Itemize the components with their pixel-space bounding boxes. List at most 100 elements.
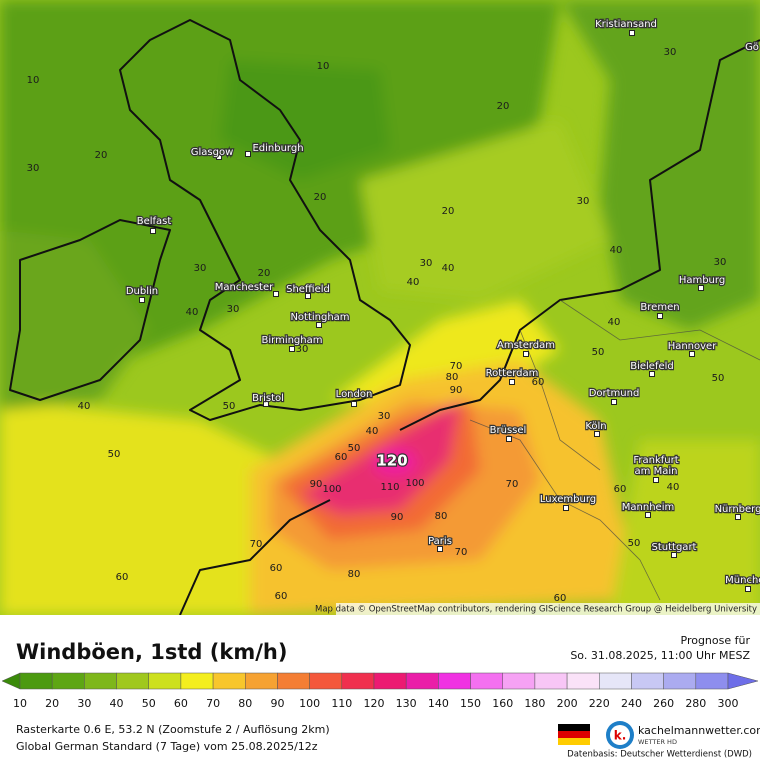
attribution: Map data © OpenStreetMap contributors, r… <box>315 605 757 615</box>
city-dot <box>689 351 695 357</box>
contour-label: 30 <box>27 163 40 174</box>
city-dot <box>305 293 311 299</box>
city-label: Edinburgh <box>252 143 303 154</box>
city-label: Frankfurt <box>633 455 678 466</box>
city-dot <box>649 371 655 377</box>
city-label: Belfast <box>137 216 172 227</box>
city-dot <box>245 151 251 157</box>
coastline <box>119 19 411 421</box>
city-label: Mannheim <box>622 502 674 513</box>
colorbar-tick-label: 30 <box>77 697 91 710</box>
colorbar-box <box>148 672 182 690</box>
colorbar-tick-label: 150 <box>460 697 481 710</box>
contour-label: 40 <box>366 426 379 437</box>
colorbar-box <box>341 672 375 690</box>
contour-label: 40 <box>186 307 199 318</box>
contour-label: 20 <box>497 101 510 112</box>
logo-letter: k. <box>614 729 627 743</box>
colorbar-box <box>438 672 471 690</box>
contour-label: 60 <box>554 593 567 604</box>
city-label: Manchester <box>215 282 274 293</box>
city-dot <box>437 546 443 552</box>
colorbar-box <box>373 672 407 690</box>
contour-label: 80 <box>435 511 448 522</box>
city-label: Birmingham <box>262 335 323 346</box>
colorbar-box <box>631 672 664 690</box>
city-dot <box>653 477 659 483</box>
city-dot <box>273 291 279 297</box>
colorbar-tick-label: 70 <box>206 697 220 710</box>
colorbar-box <box>695 672 729 690</box>
colorbar-tick-label: 100 <box>299 697 320 710</box>
colorbar-tick-label: 20 <box>45 697 59 710</box>
city-label: Brüssel <box>490 425 527 436</box>
city-label: Luxemburg <box>540 494 596 505</box>
city-dot <box>506 436 512 442</box>
city-label: Amsterdam <box>497 340 555 351</box>
contour-label: 30 <box>577 196 590 207</box>
contour-label: 70 <box>506 479 519 490</box>
city-label: Dortmund <box>589 388 640 399</box>
city-label: Bremen <box>640 302 679 313</box>
city-label: Paris <box>428 536 452 547</box>
colorbar-tick-label: 120 <box>364 697 385 710</box>
contour-label: 90 <box>391 512 404 523</box>
colorbar-tick-label: 160 <box>492 697 513 710</box>
attribution-box <box>336 603 760 615</box>
city-dot <box>216 154 222 160</box>
colorbar-box <box>566 672 600 690</box>
city-label: am Main <box>635 466 678 477</box>
city-label: Stuttgart <box>652 542 697 553</box>
contour-label: 100 <box>405 478 424 489</box>
colorbar-tick-label: 110 <box>331 697 352 710</box>
city-label: Glasgow <box>191 147 234 158</box>
contour-label: 30 <box>296 344 309 355</box>
contour-label: 60 <box>116 572 129 583</box>
city-dot <box>657 313 663 319</box>
brand-sub: WETTER HD <box>638 738 677 746</box>
contour-label: 70 <box>450 361 463 372</box>
contour-label: 20 <box>314 192 327 203</box>
source: Datenbasis: Deutscher Wetterdienst (DWD) <box>567 750 752 760</box>
city-label: Dublin <box>126 286 158 297</box>
colorbar-tick-label: 50 <box>142 697 156 710</box>
colorbar-box <box>534 672 568 690</box>
city-label: Kristiansand <box>595 19 657 30</box>
colorbar-box <box>245 672 278 690</box>
contour-label: 20 <box>258 268 271 279</box>
colorbar-box <box>19 672 53 690</box>
coastline <box>179 499 331 616</box>
colorbar-box <box>599 672 632 690</box>
footer-text: Rasterkarte 0.6 E, 53.2 N (Zoomstufe 2 /… <box>16 723 330 736</box>
contour-label: 30 <box>378 411 391 422</box>
contour-label: 80 <box>446 372 459 383</box>
contour-label: 30 <box>420 258 433 269</box>
contour-label: 110 <box>380 482 399 493</box>
legend-title: Windböen, 1std (km/h) <box>16 640 287 664</box>
contour-label: 20 <box>442 206 455 217</box>
colorbar-box <box>309 672 343 690</box>
contour-label: 40 <box>610 245 623 256</box>
colorbar-box <box>502 672 536 690</box>
colorbar-box <box>180 672 214 690</box>
colorbar-box <box>663 672 697 690</box>
colorbar-box <box>116 672 149 690</box>
contour-label: 40 <box>608 317 621 328</box>
colorbar-tick-label: 260 <box>653 697 674 710</box>
coastline <box>9 219 171 401</box>
city-label: Hannover <box>668 341 718 352</box>
city-dot <box>289 346 295 352</box>
contour-label: 30 <box>194 263 207 274</box>
contour-label: 40 <box>442 263 455 274</box>
contour-label: 100 <box>322 484 341 495</box>
contour-label: 60 <box>335 452 348 463</box>
contour-label: 50 <box>628 538 641 549</box>
city-label: Sheffield <box>286 284 330 295</box>
colorbar-box <box>277 672 310 690</box>
colorbar-tick-label: 10 <box>13 697 27 710</box>
city-dot <box>611 399 617 405</box>
coastline <box>399 39 760 431</box>
colorbar-box <box>212 672 246 690</box>
